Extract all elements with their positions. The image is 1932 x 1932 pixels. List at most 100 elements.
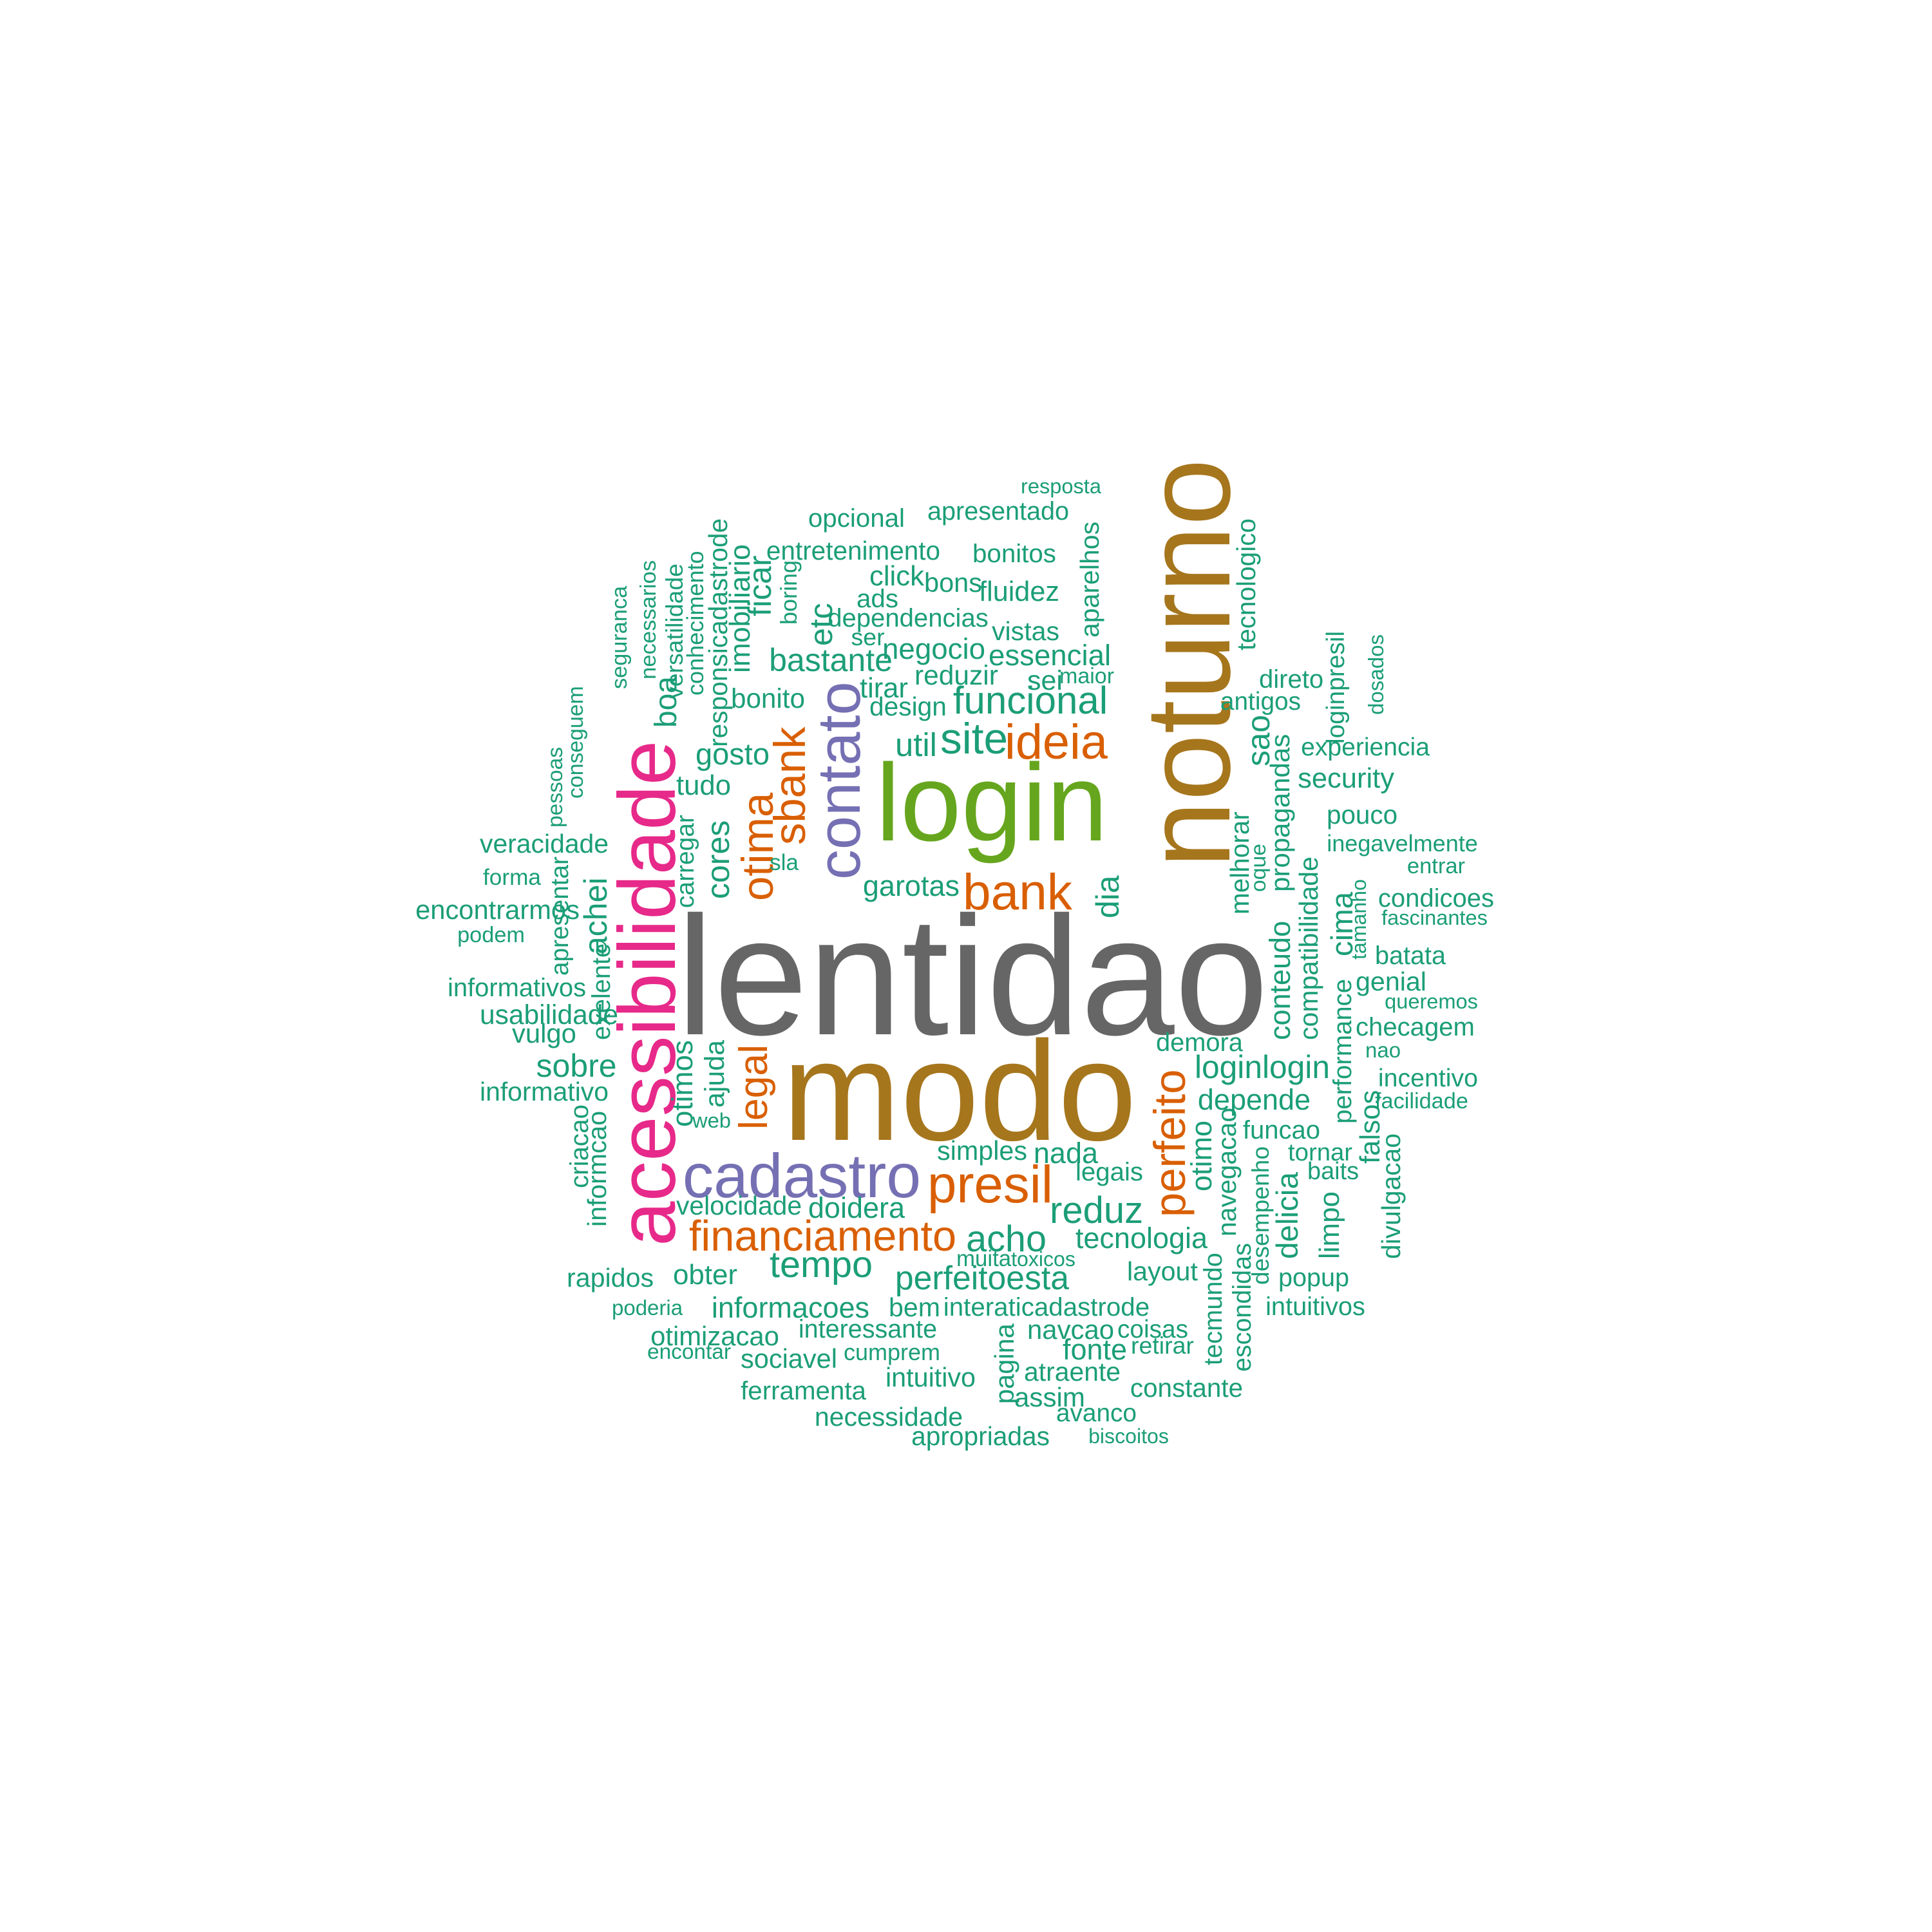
word-biscoitos: biscoitos (1088, 1425, 1169, 1448)
word-usabilidade: usabilidade (480, 1000, 619, 1031)
word-performance: performance (1329, 979, 1357, 1124)
word-financiamento: financiamento (688, 1212, 957, 1260)
word-cadastro: cadastro (682, 1142, 922, 1211)
word-tudo: tudo (676, 770, 732, 802)
word-gosto: gosto (696, 736, 770, 771)
word-pouco: pouco (1327, 799, 1398, 829)
word-direto: direto (1259, 665, 1324, 694)
word-necessidade: necessidade (814, 1401, 963, 1432)
word-tornar: tornar (1288, 1138, 1353, 1166)
word-responsicadastrode: responsicadastrode (703, 518, 733, 748)
word-velocidade: velocidade (676, 1191, 802, 1221)
word-otimizacao: otimizacao (650, 1321, 779, 1352)
word-funcional: funcional (952, 678, 1108, 722)
word-experiencia: experiencia (1301, 733, 1430, 761)
word-tecmundo: tecmundo (1199, 1253, 1228, 1365)
word-dosados: dosados (1365, 634, 1388, 715)
word-opcional: opcional (808, 503, 905, 533)
word-apresentado: apresentado (927, 497, 1070, 526)
word-click: click (869, 560, 924, 592)
word-bank: bank (963, 863, 1072, 920)
word-informacoes: informacoes (711, 1291, 869, 1324)
word-apropriadas: apropriadas (911, 1421, 1050, 1451)
word-web: web (692, 1108, 731, 1132)
word-fluidez: fluidez (979, 576, 1059, 608)
word-compatibilidade: compatibilidade (1294, 857, 1323, 1040)
word-otimo: otimo (1184, 1120, 1218, 1191)
word-navegacao: navegacao (1211, 1107, 1242, 1236)
word-necessarios: necessarios (636, 560, 661, 679)
word-bonito: bonito (731, 683, 805, 714)
word-navcao: navcao (1027, 1314, 1115, 1345)
word-contato: contato (804, 681, 873, 880)
word-lentidao: lentidao (676, 880, 1269, 1070)
word-limpo: limpo (1314, 1191, 1345, 1259)
word-inegavelmente: inegavelmente (1327, 830, 1478, 857)
word-cores: cores (700, 820, 736, 900)
word-legais: legais (1075, 1157, 1144, 1186)
word-assim: assim (1014, 1382, 1085, 1412)
word-tamanho: tamanho (1347, 879, 1370, 960)
word-forma: forma (483, 864, 541, 890)
word-aparelhos: aparelhos (1075, 521, 1104, 638)
word-tecnologia: tecnologia (1075, 1222, 1208, 1255)
word-conteudo: conteudo (1264, 920, 1296, 1041)
word-divulgacao: divulgacao (1376, 1133, 1406, 1259)
word-perfeitoesta: perfeitoesta (895, 1259, 1069, 1297)
word-sobre: sobre (536, 1048, 617, 1084)
word-nao: nao (1365, 1037, 1401, 1062)
word-funcao: funcao (1242, 1116, 1320, 1144)
word-escondidas: escondidas (1228, 1243, 1257, 1372)
word-rapidos: rapidos (567, 1263, 654, 1293)
word-intuitivos: intuitivos (1265, 1293, 1365, 1321)
word-genial: genial (1356, 967, 1426, 997)
word-bastante: bastante (769, 642, 893, 678)
word-tecnologico: tecnologico (1231, 518, 1261, 650)
word-resposta: resposta (1021, 473, 1101, 498)
word-interaticadastrode: interaticadastrode (943, 1292, 1150, 1321)
word-dependencias: dependencias (828, 604, 989, 632)
word-sei: sei (1027, 665, 1063, 696)
word-queremos: queremos (1385, 989, 1478, 1013)
word-facilidade: facilidade (1375, 1088, 1468, 1113)
word-loginpresil: loginpresil (1321, 630, 1350, 744)
word-presil: presil (927, 1155, 1053, 1215)
word-ideia: ideia (1005, 714, 1108, 770)
word-nada: nada (1033, 1136, 1098, 1170)
word-site: site (940, 714, 1009, 763)
word-security: security (1298, 763, 1394, 795)
word-boa: boa (649, 676, 683, 728)
word-constante: constante (1130, 1372, 1244, 1403)
word-condicoes: condicoes (1378, 884, 1495, 913)
word-podem: podem (457, 923, 525, 948)
word-loginlogin: loginlogin (1195, 1048, 1330, 1085)
word-otima: otima (733, 792, 783, 902)
word-simples: simples (937, 1135, 1027, 1166)
word-noturno: noturno (1120, 459, 1256, 868)
word-ads: ads (857, 583, 898, 613)
word-doidera: doidera (808, 1191, 905, 1224)
word-negocio: negocio (882, 632, 986, 665)
word-cumprem: cumprem (844, 1339, 941, 1365)
word-depende: depende (1197, 1083, 1311, 1116)
word-reduzir: reduzir (914, 660, 998, 691)
word-dia: dia (1090, 875, 1126, 918)
word-baits: baits (1307, 1158, 1359, 1185)
word-vulgo: vulgo (512, 1018, 576, 1049)
word-oque: oque (1246, 844, 1271, 892)
word-ferramenta: ferramenta (741, 1376, 866, 1405)
word-informativo: informativo (480, 1076, 609, 1106)
word-delicia: delicia (1271, 1172, 1305, 1259)
word-etc: etc (803, 603, 839, 647)
word-login: login (876, 742, 1108, 865)
word-interessante: interessante (798, 1315, 938, 1344)
word-encontar: encontar (647, 1340, 731, 1365)
word-legal: legal (730, 1044, 776, 1130)
word-acho: acho (966, 1218, 1046, 1260)
word-fonte: fonte (1063, 1332, 1128, 1366)
word-apresentar: apresentar (545, 857, 574, 976)
word-ser: ser (851, 623, 885, 651)
word-obter: obter (673, 1259, 738, 1291)
word-reduz: reduz (1050, 1189, 1144, 1231)
